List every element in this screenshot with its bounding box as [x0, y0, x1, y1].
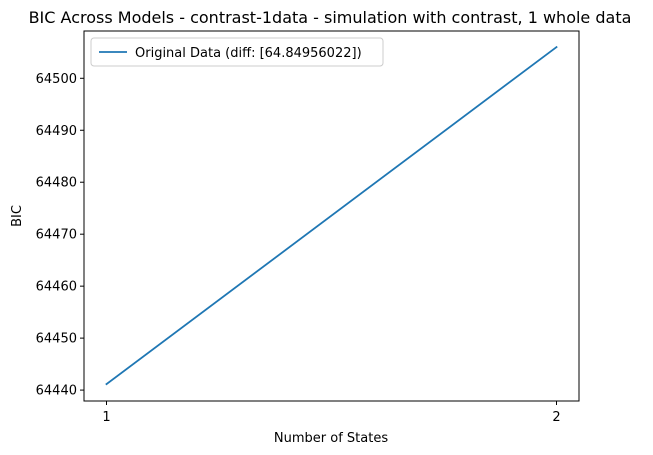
- y-tick-label: 64460: [36, 280, 77, 295]
- series-line: [105, 45, 558, 386]
- y-tick-label: 64440: [36, 384, 77, 399]
- y-tick-label: 64450: [36, 332, 77, 347]
- y-tick-label: 64470: [36, 228, 77, 243]
- y-axis-label: BIC: [10, 205, 25, 227]
- chart-title: BIC Across Models - contrast-1data - sim…: [29, 8, 632, 27]
- y-tick-label: 64480: [36, 176, 77, 191]
- x-axis-label: Number of States: [274, 431, 388, 446]
- x-tick-label: 1: [102, 410, 110, 425]
- y-tick-label: 64490: [36, 124, 77, 139]
- legend: Original Data (diff: [64.84956022]): [90, 37, 384, 67]
- x-tick-label: 2: [552, 410, 560, 425]
- y-axis-ticks: 64440 64450 64460 64470 64480 64490 64500: [36, 72, 84, 399]
- series-layer: [105, 45, 558, 386]
- y-tick-label: 64500: [36, 72, 77, 87]
- legend-box: [90, 37, 384, 67]
- legend-entry-label: Original Data (diff: [64.84956022]): [135, 46, 362, 61]
